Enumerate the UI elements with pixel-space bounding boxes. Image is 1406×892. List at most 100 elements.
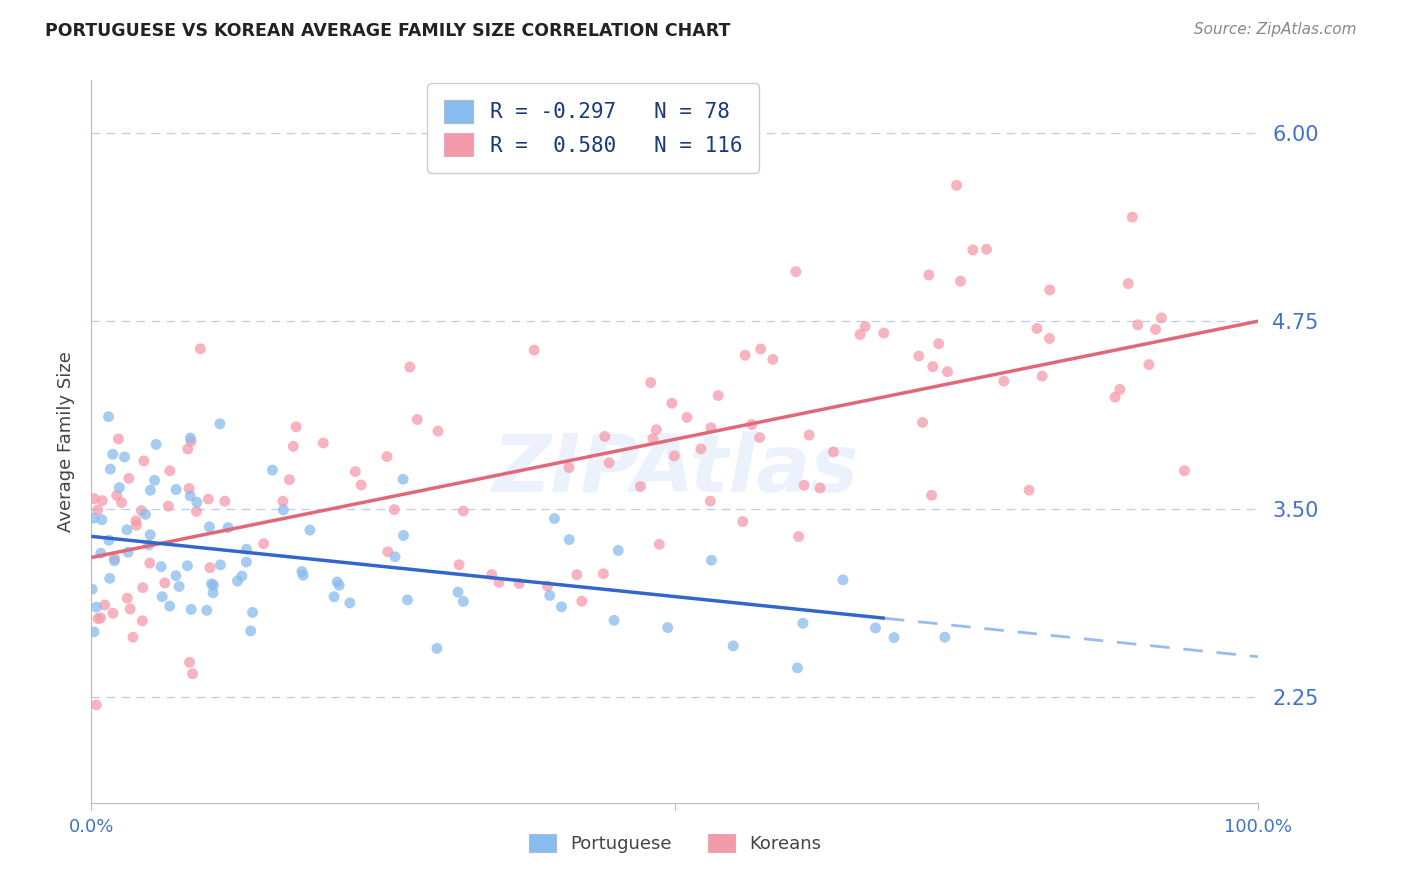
Point: [907, 349, 929, 363]
Point: [523, 343, 546, 358]
Point: [849, 327, 872, 342]
Point: [808, 481, 831, 495]
Point: [117, 545, 139, 559]
Point: [202, 578, 225, 592]
Point: [165, 483, 187, 497]
Point: [628, 479, 651, 493]
Point: [292, 568, 315, 582]
Point: [928, 336, 950, 351]
Point: [832, 573, 855, 587]
Point: [488, 575, 510, 590]
Point: [793, 478, 815, 492]
Point: [105, 488, 128, 502]
Point: [640, 376, 662, 390]
Point: [180, 602, 202, 616]
Point: [1173, 464, 1195, 478]
Point: [82, 582, 104, 597]
Point: [132, 581, 155, 595]
Point: [177, 442, 200, 456]
Point: [110, 495, 132, 509]
Point: [598, 456, 620, 470]
Point: [392, 528, 415, 542]
Point: [125, 518, 148, 533]
Point: [159, 464, 181, 478]
Point: [285, 419, 308, 434]
Point: [384, 549, 406, 564]
Point: [323, 590, 346, 604]
Point: [150, 559, 173, 574]
Point: [592, 566, 614, 581]
Point: [235, 555, 257, 569]
Point: [200, 577, 222, 591]
Point: [976, 242, 998, 256]
Point: [921, 488, 943, 502]
Point: [700, 553, 723, 567]
Point: [101, 447, 124, 461]
Point: [344, 465, 367, 479]
Text: ZIPAtlas: ZIPAtlas: [492, 432, 858, 509]
Point: [83, 491, 105, 506]
Point: [1108, 383, 1130, 397]
Point: [139, 556, 162, 570]
Point: [179, 489, 201, 503]
Legend: Portuguese, Koreans: Portuguese, Koreans: [522, 827, 828, 860]
Point: [153, 575, 176, 590]
Point: [138, 538, 160, 552]
Point: [103, 554, 125, 568]
Point: [962, 243, 984, 257]
Point: [1031, 369, 1053, 384]
Point: [543, 511, 565, 525]
Point: [179, 482, 201, 496]
Point: [707, 388, 730, 402]
Point: [1104, 390, 1126, 404]
Point: [271, 494, 294, 508]
Point: [645, 423, 668, 437]
Point: [1038, 332, 1060, 346]
Point: [934, 630, 956, 644]
Point: [132, 454, 155, 468]
Point: [93, 598, 115, 612]
Point: [186, 504, 208, 518]
Point: [217, 521, 239, 535]
Point: [176, 558, 198, 573]
Point: [159, 599, 181, 613]
Point: [108, 481, 131, 495]
Point: [91, 493, 114, 508]
Point: [97, 533, 120, 548]
Point: [699, 494, 721, 508]
Point: [195, 603, 218, 617]
Point: [447, 585, 470, 599]
Point: [252, 537, 274, 551]
Point: [607, 543, 630, 558]
Point: [278, 473, 301, 487]
Point: [550, 599, 572, 614]
Point: [339, 596, 361, 610]
Point: [721, 639, 744, 653]
Point: [202, 586, 225, 600]
Point: [328, 578, 350, 592]
Point: [731, 515, 754, 529]
Point: [114, 450, 136, 464]
Point: [167, 579, 190, 593]
Point: [188, 342, 211, 356]
Point: [936, 365, 959, 379]
Point: [283, 439, 305, 453]
Point: [179, 656, 201, 670]
Point: [792, 616, 814, 631]
Point: [918, 268, 941, 282]
Point: [131, 614, 153, 628]
Point: [214, 494, 236, 508]
Point: [181, 666, 204, 681]
Point: [125, 514, 148, 528]
Point: [749, 342, 772, 356]
Point: [208, 417, 231, 431]
Point: [690, 442, 713, 456]
Point: [134, 508, 156, 522]
Point: [786, 661, 808, 675]
Point: [86, 600, 108, 615]
Point: [396, 593, 419, 607]
Point: [107, 432, 129, 446]
Point: [165, 568, 187, 582]
Point: [453, 594, 475, 608]
Point: [949, 274, 972, 288]
